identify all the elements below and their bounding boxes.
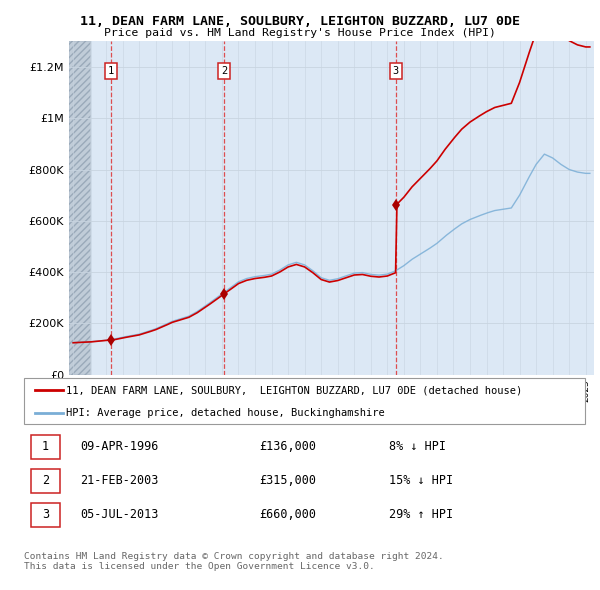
- Text: 2: 2: [221, 66, 227, 76]
- Text: HPI: Average price, detached house, Buckinghamshire: HPI: Average price, detached house, Buck…: [66, 408, 385, 418]
- Text: Price paid vs. HM Land Registry's House Price Index (HPI): Price paid vs. HM Land Registry's House …: [104, 28, 496, 38]
- Text: 3: 3: [392, 66, 399, 76]
- Text: 21-FEB-2003: 21-FEB-2003: [80, 474, 158, 487]
- Text: 11, DEAN FARM LANE, SOULBURY, LEIGHTON BUZZARD, LU7 0DE: 11, DEAN FARM LANE, SOULBURY, LEIGHTON B…: [80, 15, 520, 28]
- FancyBboxPatch shape: [24, 378, 585, 424]
- Text: 11, DEAN FARM LANE, SOULBURY,  LEIGHTON BUZZARD, LU7 0DE (detached house): 11, DEAN FARM LANE, SOULBURY, LEIGHTON B…: [66, 385, 523, 395]
- Text: 09-APR-1996: 09-APR-1996: [80, 440, 158, 453]
- Text: £315,000: £315,000: [260, 474, 317, 487]
- Text: 29% ↑ HPI: 29% ↑ HPI: [389, 509, 453, 522]
- Bar: [69, 41, 91, 375]
- Text: 3: 3: [42, 509, 49, 522]
- Text: 15% ↓ HPI: 15% ↓ HPI: [389, 474, 453, 487]
- Text: £136,000: £136,000: [260, 440, 317, 453]
- Text: 1: 1: [107, 66, 114, 76]
- Text: 05-JUL-2013: 05-JUL-2013: [80, 509, 158, 522]
- Text: Contains HM Land Registry data © Crown copyright and database right 2024.
This d: Contains HM Land Registry data © Crown c…: [24, 552, 444, 571]
- FancyBboxPatch shape: [31, 435, 60, 458]
- FancyBboxPatch shape: [31, 503, 60, 526]
- Text: 1: 1: [42, 440, 49, 453]
- Text: 8% ↓ HPI: 8% ↓ HPI: [389, 440, 446, 453]
- Text: £660,000: £660,000: [260, 509, 317, 522]
- FancyBboxPatch shape: [31, 469, 60, 493]
- Text: 2: 2: [42, 474, 49, 487]
